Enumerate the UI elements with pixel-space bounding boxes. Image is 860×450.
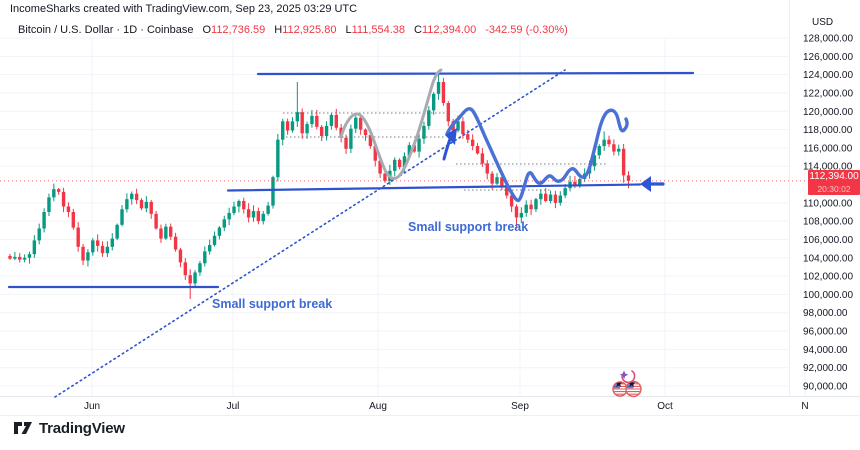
last-price-tag: 112,394.00 20:30:02 xyxy=(808,170,860,195)
symbol-title[interactable]: Bitcoin / U.S. Dollar · 1D · Coinbase xyxy=(18,24,194,36)
symbol-row: Bitcoin / U.S. Dollar · 1D · Coinbase O1… xyxy=(18,24,568,36)
price-axis-label: 128,000.00 xyxy=(803,34,853,45)
currency-label: USD xyxy=(812,17,833,28)
time-axis-label: Aug xyxy=(369,401,387,412)
drawings-layer[interactable] xyxy=(7,68,695,398)
freehand-gray-squiggle xyxy=(339,68,443,180)
time-axis-label: N xyxy=(801,401,808,412)
price-axis-label: 92,000.00 xyxy=(803,363,848,374)
price-axis-label: 106,000.00 xyxy=(803,235,853,246)
annotation-support-break-left: Small support break xyxy=(212,297,333,311)
ohlc-high: H112,925.80 xyxy=(274,24,337,36)
time-axis-label: Sep xyxy=(511,401,529,412)
price-axis-label: 98,000.00 xyxy=(803,308,848,319)
freehand-blue-squiggle xyxy=(445,107,629,203)
ohlc-low: L111,554.38 xyxy=(345,24,406,36)
price-axis-label: 104,000.00 xyxy=(803,253,853,264)
attribution: IncomeSharks created with TradingView.co… xyxy=(10,3,358,15)
time-axis-label: Jul xyxy=(227,401,240,412)
support-resistance-line xyxy=(256,71,695,76)
price-axis-label: 102,000.00 xyxy=(803,272,853,283)
gridlines xyxy=(0,37,806,396)
svg-text:★: ★ xyxy=(614,379,623,390)
sticker-icons: ★ ★ xyxy=(612,370,642,398)
price-axis-label: 118,000.00 xyxy=(803,125,853,136)
annotation-support-break-right: Small support break xyxy=(408,220,529,234)
price-axis-label: 90,000.00 xyxy=(803,382,848,393)
tradingview-logo[interactable]: TradingView xyxy=(13,420,125,437)
price-axis-label: 96,000.00 xyxy=(803,327,848,338)
ohlc-open: O112,736.59 xyxy=(202,24,266,36)
up-arrow-head xyxy=(445,128,457,145)
price-axis-label: 126,000.00 xyxy=(803,52,853,63)
ohlc-change: -342.59 (-0.30%) xyxy=(485,24,568,36)
left-arrow-head xyxy=(640,176,651,192)
ohlc-close: C112,394.00 xyxy=(414,24,477,36)
axis-labels: USD 128,000.00 126,000.00 124,000.00 122,000… xyxy=(84,17,854,412)
price-axis-label: 110,000.00 xyxy=(803,198,853,209)
svg-text:★: ★ xyxy=(627,379,636,390)
up-arrow xyxy=(442,137,452,161)
tradingview-mark-icon xyxy=(14,422,32,434)
support-resistance-line xyxy=(226,183,642,192)
price-axis-label: 122,000.00 xyxy=(803,88,853,99)
bar-countdown: 20:30:02 xyxy=(817,184,851,194)
price-axis-label: 116,000.00 xyxy=(803,143,853,154)
price-axis-label: 94,000.00 xyxy=(803,345,848,356)
last-price: 112,394.00 xyxy=(809,171,859,182)
time-axis-label: Jun xyxy=(84,401,100,412)
tradingview-logo-text: TradingView xyxy=(39,420,125,437)
time-axis-label: Oct xyxy=(657,401,673,412)
price-axis-label: 120,000.00 xyxy=(803,107,853,118)
price-axis-label: 100,000.00 xyxy=(803,290,853,301)
price-axis-label: 114,000.00 xyxy=(803,162,853,173)
price-axis-label: 108,000.00 xyxy=(803,217,853,228)
price-axis-label: 124,000.00 xyxy=(803,70,853,81)
